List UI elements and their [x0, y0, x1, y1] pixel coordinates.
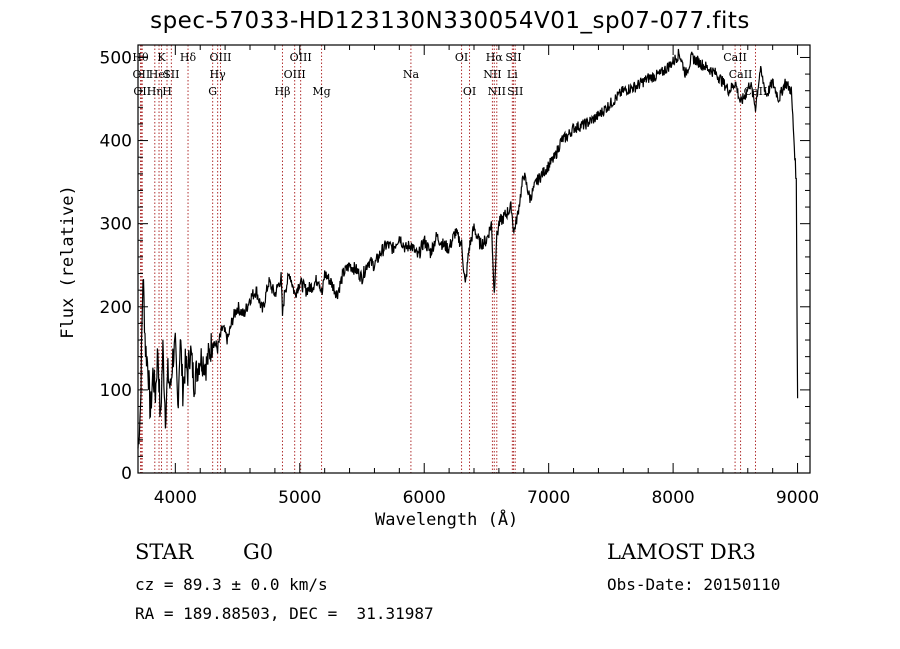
line-label-25: CaII — [723, 51, 747, 64]
line-label-9: G — [208, 85, 217, 98]
x-tick-label-5000: 5000 — [278, 488, 321, 508]
line-label-23: SII — [505, 51, 521, 64]
line-label-15: Mg — [312, 85, 330, 98]
y-tick-label-400: 400 — [100, 132, 132, 152]
line-label-8: Hδ — [180, 51, 197, 64]
x-tick-label-9000: 9000 — [776, 488, 819, 508]
redshift-cz: cz = 89.3 ± 0.0 km/s — [135, 575, 328, 594]
line-label-21: NII — [488, 85, 506, 98]
object-class: STAR — [135, 540, 194, 564]
line-label-11: OIII — [209, 51, 231, 64]
line-label-3: Hη — [147, 85, 163, 98]
line-label-4: HeI — [149, 68, 169, 81]
plot-frame — [137, 44, 811, 474]
line-label-12: Hβ — [275, 85, 291, 98]
line-label-22: Li — [507, 68, 518, 81]
x-tick-label-6000: 6000 — [403, 488, 446, 508]
line-label-18: OI — [463, 85, 476, 98]
y-tick-label-200: 200 — [100, 298, 132, 318]
observation-date: Obs-Date: 20150110 — [607, 575, 781, 594]
survey-name: LAMOST DR3 — [607, 540, 756, 564]
axes: 4000 5000 6000 7000 8000 9000 0 100 200 300 400 500 — [100, 45, 819, 508]
y-tick-label-0: 0 — [121, 464, 132, 484]
chart-title: spec-57033-HD123130N330054V01_sp07-077.f… — [150, 8, 750, 34]
y-axis-label: Flux (relative) — [58, 185, 78, 339]
line-label-20: Hα — [486, 51, 504, 64]
line-label-14: OIII — [290, 51, 312, 64]
x-axis-label: Wavelength (Å) — [375, 510, 519, 530]
line-label-7: SII — [163, 68, 179, 81]
object-subclass: G0 — [243, 540, 274, 564]
x-tick-label-7000: 7000 — [527, 488, 570, 508]
x-tick-label-8000: 8000 — [651, 488, 694, 508]
line-label-24: SII — [507, 85, 523, 98]
y-tick-label-500: 500 — [100, 48, 132, 68]
spectrum-series-line — [137, 48, 799, 449]
y-tick-label-100: 100 — [100, 381, 132, 401]
line-label-10: Hγ — [210, 68, 227, 81]
line-label-5: K — [157, 51, 166, 64]
line-label-17: OI — [455, 51, 468, 64]
line-label-19: NII — [483, 68, 501, 81]
line-label-26: CaII — [729, 68, 753, 81]
line-label-16: Na — [403, 68, 420, 81]
ra-dec-coordinates: RA = 189.88503, DEC = 31.31987 — [135, 604, 434, 623]
line-label-6: H — [162, 85, 172, 98]
line-label-13: OIII — [284, 68, 306, 81]
spectral-line-markers — [139, 45, 756, 473]
x-tick-label-4000: 4000 — [154, 488, 197, 508]
spectral-line-labels: HθOIIOIIHηHeIKHSIIHδGHγOIIIHβOIIIOIIIMgN… — [132, 51, 767, 98]
y-tick-label-300: 300 — [100, 215, 132, 235]
